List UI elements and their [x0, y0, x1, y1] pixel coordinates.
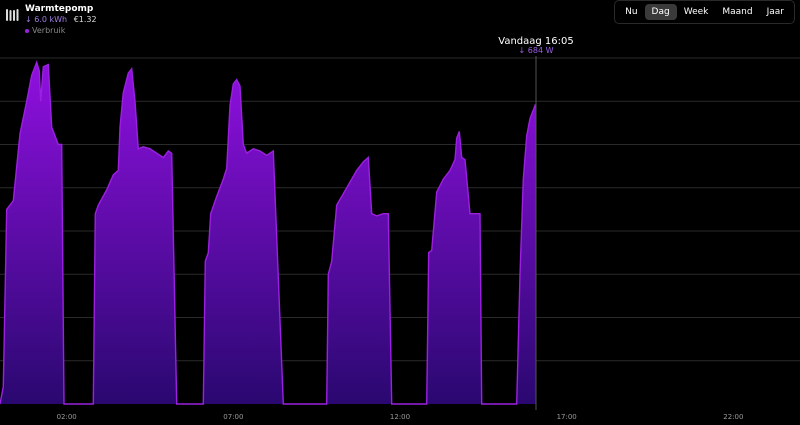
tab-jaar[interactable]: Jaar — [766, 7, 784, 17]
x-tick-label: 07:00 — [223, 413, 243, 421]
device-stats: ↓ 6.0 kWh €1.32 — [25, 15, 97, 24]
heat-pump-icon — [6, 9, 19, 21]
x-tick-label: 02:00 — [57, 413, 77, 421]
series-verbruik-area — [0, 62, 536, 405]
chart-series-area — [0, 60, 537, 405]
energy-total: ↓ 6.0 kWh — [25, 15, 67, 24]
cursor-time-label: Vandaag 16:05 — [498, 36, 573, 47]
x-tick-label: 22:00 — [723, 413, 743, 421]
chart-cursor: Vandaag 16:05 ↓ 684 W — [498, 36, 574, 410]
tab-nu[interactable]: Nu — [625, 7, 638, 17]
chart-legend[interactable]: Verbruik — [25, 26, 65, 35]
tab-dag[interactable]: Dag — [644, 4, 677, 20]
cursor-value-label: ↓ 684 W — [519, 46, 554, 55]
x-tick-label: 12:00 — [390, 413, 410, 421]
energy-value: 6.0 kWh — [34, 15, 68, 24]
device-title: Warmtepomp — [25, 4, 94, 14]
tab-maand[interactable]: Maand — [722, 7, 753, 17]
series-verbruik-line — [0, 60, 537, 405]
cost-value: €1.32 — [73, 15, 97, 24]
tab-week[interactable]: Week — [683, 7, 709, 17]
x-tick-label: 17:00 — [557, 413, 577, 421]
period-tabs: Nu Dag Week Maand Jaar — [614, 0, 795, 24]
x-axis: 02:00 07:00 12:00 17:00 22:00 — [57, 413, 744, 421]
down-arrow-icon: ↓ — [25, 15, 32, 24]
legend-dot-icon — [25, 28, 29, 33]
legend-label: Verbruik — [32, 26, 66, 35]
